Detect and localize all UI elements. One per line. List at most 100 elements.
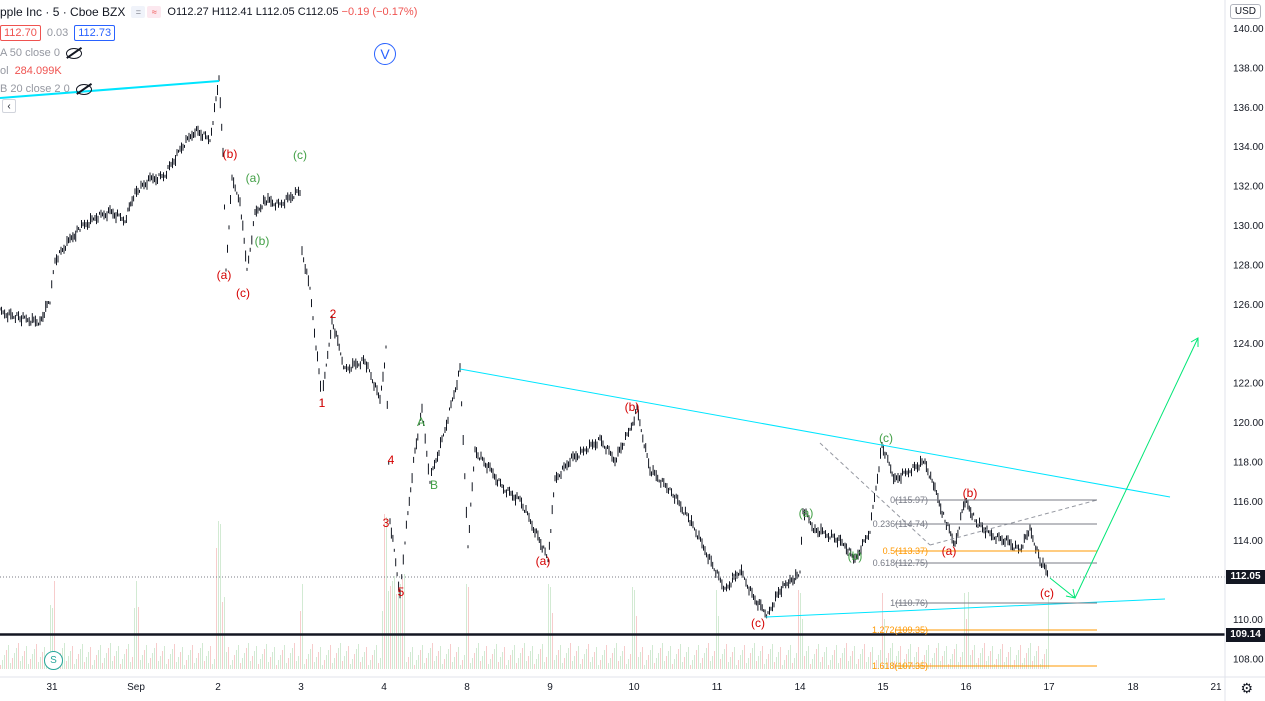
- price-tick-label: 132.00: [1233, 182, 1264, 193]
- volume-bar: [556, 655, 557, 669]
- volume-bar: [72, 646, 73, 669]
- volume-bar: [764, 664, 765, 669]
- collapse-legend-icon[interactable]: ‹: [2, 99, 16, 113]
- equals-icon[interactable]: =: [131, 6, 146, 18]
- volume-bar: [138, 607, 139, 669]
- volume-bar: [594, 652, 595, 669]
- volume-bar: [146, 645, 147, 669]
- indicator-ma50[interactable]: A 50 close 0: [0, 47, 60, 59]
- volume-bar: [778, 652, 779, 669]
- volume-bar: [942, 656, 943, 669]
- volume-bar: [974, 645, 975, 669]
- volume-bar: [656, 658, 657, 669]
- volume-bar: [162, 651, 163, 669]
- eye-off-icon[interactable]: [75, 83, 92, 95]
- volume-bar: [590, 662, 591, 669]
- price-tick-label: 138.00: [1233, 63, 1264, 74]
- bid-price[interactable]: 112.70: [0, 25, 41, 41]
- volume-bar: [692, 660, 693, 669]
- volume-bar: [172, 649, 173, 669]
- gear-icon[interactable]: ⚙: [1240, 680, 1253, 696]
- volume-bar: [822, 657, 823, 669]
- volume-bar: [324, 660, 325, 669]
- volume-bar: [460, 665, 461, 669]
- volume-bar: [774, 662, 775, 669]
- volume-bar: [382, 611, 383, 669]
- volume-bar: [626, 664, 627, 669]
- volume-bar: [658, 653, 659, 669]
- volume-bar: [734, 647, 735, 669]
- volume-bar: [866, 662, 867, 669]
- volume-bar: [26, 646, 27, 669]
- volume-bar: [200, 648, 201, 669]
- eye-off-icon[interactable]: [65, 47, 82, 59]
- volume-bar: [714, 651, 715, 669]
- volume-bar: [816, 649, 817, 669]
- volume-bar: [624, 646, 625, 669]
- projection-path: [1074, 337, 1199, 599]
- volume-bar: [160, 656, 161, 669]
- volume-bar: [416, 660, 417, 669]
- volume-bar: [814, 654, 815, 669]
- volume-bar: [454, 657, 455, 669]
- volume-bar: [864, 644, 865, 669]
- volume-bar: [524, 643, 525, 669]
- volume-bar: [474, 653, 475, 669]
- volume-bar: [808, 646, 809, 669]
- currency-button[interactable]: USD: [1229, 4, 1261, 19]
- volume-bar: [532, 646, 533, 669]
- volume-bar: [756, 661, 757, 669]
- volume-bar: [4, 655, 5, 669]
- volume-bar: [836, 645, 837, 669]
- volume-bar: [302, 584, 303, 669]
- volume-bar: [210, 646, 211, 669]
- volume-bar: [728, 662, 729, 669]
- wave-icon[interactable]: ≈: [147, 6, 162, 18]
- projection-arrowhead: [1190, 337, 1199, 347]
- volume-bar: [446, 654, 447, 669]
- volume-bar: [792, 663, 793, 669]
- indicator-volume-value: 284.099K: [14, 65, 62, 77]
- volume-bar: [522, 648, 523, 669]
- volume-bar: [990, 651, 991, 669]
- volume-bar: [736, 665, 737, 669]
- volume-bar: [682, 662, 683, 669]
- volume-bar: [582, 659, 583, 669]
- ask-price[interactable]: 112.73: [74, 25, 116, 41]
- indicator-bb20[interactable]: B 20 close 2 0: [0, 83, 70, 95]
- volume-bar: [202, 643, 203, 669]
- wave-label: (b): [963, 486, 978, 500]
- price-tick-label: 118.00: [1233, 457, 1263, 468]
- volume-bar: [230, 665, 231, 669]
- volume-bar: [744, 645, 745, 669]
- volume-bar: [16, 648, 17, 669]
- volume-bar: [140, 660, 141, 669]
- symbol-title[interactable]: pple Inc · 5 · Cboe BZX: [0, 5, 126, 19]
- indicator-volume-label[interactable]: ol: [0, 65, 9, 77]
- volume-bar: [834, 650, 835, 669]
- volume-bar: [1036, 651, 1037, 669]
- price-tick-label: 140.00: [1233, 24, 1264, 35]
- volume-bar: [896, 656, 897, 669]
- volume-bar: [482, 656, 483, 669]
- price-tick-label: 124.00: [1233, 339, 1264, 350]
- volume-bar: [712, 656, 713, 669]
- line-price-label: 109.14: [1230, 629, 1261, 640]
- volume-bar: [442, 664, 443, 669]
- volume-bar: [400, 584, 401, 669]
- volume-bar: [988, 656, 989, 669]
- volume-bar: [262, 654, 263, 669]
- volume-bar: [972, 650, 973, 669]
- volume-bar: [748, 658, 749, 669]
- volume-bar: [320, 647, 321, 669]
- volume-bar: [34, 649, 35, 669]
- volume-bar: [784, 660, 785, 669]
- volume-bar: [1010, 647, 1011, 669]
- volume-bar: [874, 665, 875, 669]
- session-marker-icon[interactable]: S: [44, 651, 63, 670]
- symbol-buttons[interactable]: = ≈: [131, 6, 162, 18]
- volume-bar: [888, 653, 889, 669]
- volume-bar: [906, 654, 907, 669]
- volume-bar: [708, 643, 709, 669]
